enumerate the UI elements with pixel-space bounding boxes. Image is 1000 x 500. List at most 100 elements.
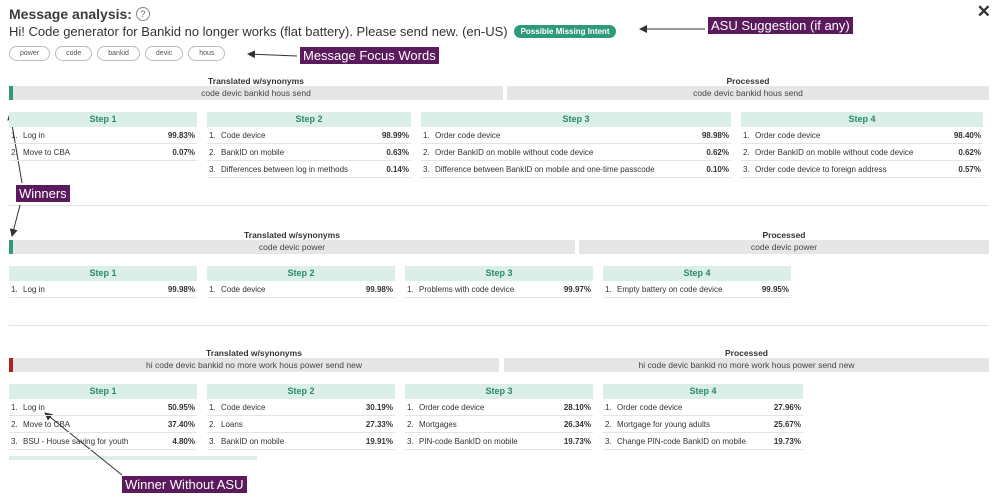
analysis-section: Translated w/synonyms Processed hi code de… [9,348,989,374]
step-header[interactable]: Step 3 [405,266,593,281]
help-icon[interactable]: ? [135,7,150,21]
intent-score: 50.95% [167,402,195,412]
winner-indicator [9,86,13,100]
intent-row[interactable]: 1. Code device 30.19% [207,399,395,416]
intent-row[interactable]: 2. Move to CBA 0.07% [9,144,197,161]
step-column: Step 1 1. Log in 99.83% 2. Move to CBA 0.07% [9,112,197,178]
intent-row[interactable]: 2. Mortgage for young adults 25.67% [603,416,803,433]
intent-rank: 1. [11,130,18,140]
intent-row[interactable]: 1. Code device 99.98% [207,281,395,298]
intent-row[interactable]: 3. Difference between BankID on mobile an… [421,161,731,178]
intent-row[interactable]: 3. Differences between log in methods 0.14… [207,161,411,178]
intent-rank: 1. [423,130,430,140]
intent-score: 98.98% [701,130,729,140]
processed-label: Processed [726,76,770,86]
intent-row[interactable]: 3. Change PIN-code BankID on mobile 19.73% [603,433,803,450]
intent-score: 4.80% [172,436,195,446]
step-header[interactable]: Step 2 [207,112,411,127]
intent-row[interactable]: 1. Order code device 98.98% [421,127,731,144]
intent-score: 0.62% [958,147,981,157]
step-header[interactable]: Step 3 [405,384,593,399]
intent-row[interactable]: 1. Log in 99.98% [9,281,197,298]
section-header: Translated w/synonyms Processed code devic… [9,230,989,256]
intent-row[interactable]: 2. Move to CBA 37.40% [9,416,197,433]
status-badge: Possible Missing Intent [513,25,617,38]
step-column: Step 2 1. Code device 30.19% 2. Loans 27.33% 3.… [207,384,395,450]
message-text: Hi! Code generator for Bankid no longer … [9,24,508,39]
step-column: Step 4 1. Order code device 98.40% 2. Order B… [741,112,983,178]
step-header[interactable]: Step 4 [603,384,803,399]
intent-score: 19.73% [563,436,591,446]
step-header[interactable]: Step 4 [603,266,791,281]
intent-row[interactable]: 1. Order code device 27.96% [603,399,803,416]
step-header[interactable]: Step 1 [9,112,197,127]
intent-rank: 2. [209,419,216,429]
intent-rank: 1. [605,402,612,412]
intent-score: 19.91% [365,436,393,446]
translated-label: Translated w/synonyms [208,76,304,86]
intent-row[interactable]: 1. Order code device 98.40% [741,127,983,144]
intent-row[interactable]: 3. BSU - House saving for youth 4.80% [9,433,197,450]
intent-row[interactable]: 2. BankID on mobile 0.63% [207,144,411,161]
step-header[interactable]: Step 1 [9,266,197,281]
intent-score: 99.83% [167,130,195,140]
intent-row[interactable]: 3. BankID on mobile 19.91% [207,433,395,450]
intent-row[interactable]: 2. Mortgages 26.34% [405,416,593,433]
intent-score: 27.96% [773,402,801,412]
translated-text: hi code devic bankid no more work hous p… [9,358,499,372]
intent-row[interactable]: 1. Log in 99.83% [9,127,197,144]
intent-label: Loans [221,419,243,429]
step-header[interactable]: Step 3 [421,112,731,127]
intent-label: Difference between BankID on mobile and … [435,164,655,174]
focus-word-chip[interactable]: hous [188,46,226,61]
intent-label: Order code device [419,402,485,412]
intent-score: 37.40% [167,419,195,429]
annotation-winner-without-asu: Winner Without ASU [122,476,247,493]
focus-word-chip[interactable]: devic [144,46,184,61]
step-header[interactable]: Step 4 [741,112,983,127]
intent-row[interactable]: 1. Code device 98.99% [207,127,411,144]
intent-row[interactable]: 2. Order BankID on mobile without code de… [741,144,983,161]
intent-row[interactable]: 2. Order BankID on mobile without code de… [421,144,731,161]
step-header[interactable]: Step 2 [207,266,395,281]
intent-row[interactable]: 1. Problems with code device 99.97% [405,281,593,298]
intent-label: Order BankID on mobile without code devi… [755,147,914,157]
focus-words: power code bankid devic hous [9,46,226,61]
steps-row: Step 1 1. Log in 99.83% 2. Move to CBA 0.07% St… [9,112,983,178]
intent-rank: 1. [743,130,750,140]
intent-score: 98.40% [953,130,981,140]
intent-score: 98.99% [381,130,409,140]
step-column: Step 3 1. Problems with code device 99.97% [405,266,593,298]
intent-rank: 3. [209,164,216,174]
intent-row[interactable]: 1. Order code device 28.10% [405,399,593,416]
intent-score: 25.67% [773,419,801,429]
section-header: Translated w/synonyms Processed code devic… [9,76,989,102]
intent-rank: 2. [605,419,612,429]
processed-label: Processed [725,348,768,358]
intent-score: 26.34% [563,419,591,429]
step-header[interactable]: Step 2 [207,384,395,399]
winner-indicator [9,240,13,254]
intent-label: Order code device [617,402,683,412]
step-header[interactable]: Step 1 [9,384,197,399]
steps-row: Step 1 1. Log in 50.95% 2. Move to CBA 37.40% 3… [9,384,803,450]
focus-word-chip[interactable]: power [9,46,51,61]
intent-label: Code device [221,402,266,412]
intent-score: 99.98% [167,284,195,294]
focus-word-chip[interactable]: code [55,46,93,61]
focus-word-chip[interactable]: bankid [97,46,140,61]
steps-row: Step 1 1. Log in 99.98% Step 2 1. Code device 9… [9,266,791,298]
intent-row[interactable]: 2. Loans 27.33% [207,416,395,433]
close-icon[interactable]: ✕ [976,2,991,21]
intent-rank: 3. [605,436,612,446]
intent-row[interactable]: 3. PIN-code BankID on mobile 19.73% [405,433,593,450]
intent-label: PIN-code BankID on mobile [419,436,518,446]
intent-rank: 1. [407,402,414,412]
intent-row[interactable]: 1. Empty battery on code device 99.95% [603,281,791,298]
intent-row[interactable]: 3. Order code device to foreign address 0.… [741,161,983,178]
intent-label: Order code device to foreign address [755,164,887,174]
intent-rank: 1. [407,284,414,294]
intent-rank: 1. [209,130,216,140]
intent-row[interactable]: 1. Log in 50.95% [9,399,197,416]
intent-label: Code device [221,130,266,140]
